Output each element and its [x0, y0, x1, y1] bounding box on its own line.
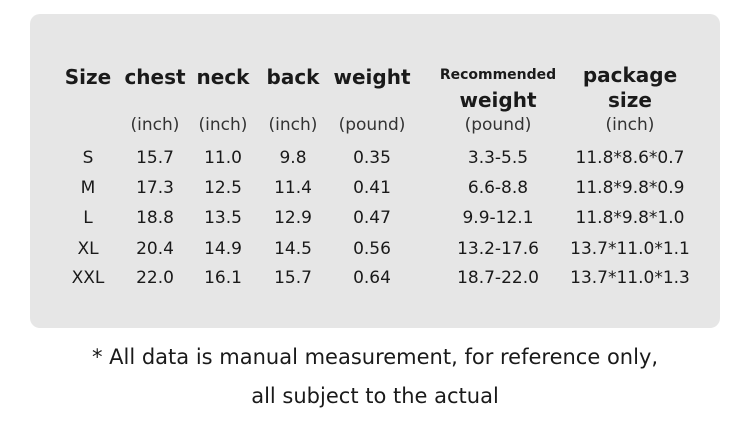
column-unit: (pound)	[464, 115, 532, 135]
column-unit: (inch)	[268, 115, 318, 135]
table-cell: 9.8	[279, 148, 307, 168]
column-header: size	[608, 88, 652, 112]
footnote: * All data is manual measurement, for re…	[91, 345, 659, 369]
column-unit: (inch)	[130, 115, 180, 135]
table-cell: 3.3-5.5	[467, 148, 529, 168]
table-cell: 13.7*11.0*1.3	[570, 268, 690, 288]
column-header: back	[266, 65, 320, 89]
table-cell: XL	[77, 239, 99, 259]
column-header: chest	[124, 65, 186, 89]
table-cell: 18.7-22.0	[457, 268, 539, 288]
table-cell: 20.4	[136, 239, 174, 259]
table-cell: 17.3	[136, 178, 174, 198]
table-cell: 14.9	[204, 239, 242, 259]
column-unit: (inch)	[198, 115, 248, 135]
table-cell: XXL	[71, 268, 105, 288]
table-cell: 0.64	[353, 268, 391, 288]
table-cell: 11.8*9.8*1.0	[575, 208, 685, 228]
column-header: package	[582, 63, 678, 87]
table-cell: 13.5	[204, 208, 242, 228]
table-cell: 11.4	[274, 178, 312, 198]
table-cell: 9.9-12.1	[462, 208, 534, 228]
table-cell: 0.35	[353, 148, 391, 168]
footnote: all subject to the actual	[251, 384, 499, 408]
column-unit: (inch)	[605, 115, 655, 135]
table-cell: L	[83, 208, 93, 228]
table-cell: 15.7	[136, 148, 174, 168]
table-cell: 14.5	[274, 239, 312, 259]
table-cell: 13.2-17.6	[457, 239, 539, 259]
table-cell: 6.6-8.8	[467, 178, 529, 198]
table-cell: 11.8*8.6*0.7	[575, 148, 685, 168]
table-cell: 0.41	[353, 178, 391, 198]
table-cell: 12.9	[274, 208, 312, 228]
table-cell: 18.8	[136, 208, 174, 228]
table-cell: 0.56	[353, 239, 391, 259]
table-cell: 15.7	[274, 268, 312, 288]
column-header: Recommended	[439, 67, 557, 83]
table-cell: 0.47	[353, 208, 391, 228]
table-cell: 11.8*9.8*0.9	[575, 178, 685, 198]
table-cell: 13.7*11.0*1.1	[570, 239, 690, 259]
table-cell: 11.0	[204, 148, 242, 168]
table-cell: S	[82, 148, 94, 168]
column-header: neck	[196, 65, 250, 89]
table-cell: 22.0	[136, 268, 174, 288]
table-cell: 16.1	[204, 268, 242, 288]
table-cell: M	[80, 178, 96, 198]
size-table-panel	[30, 14, 720, 328]
table-cell: 12.5	[204, 178, 242, 198]
column-unit: (pound)	[338, 115, 406, 135]
column-header: weight	[333, 65, 411, 89]
column-header: weight	[459, 88, 537, 112]
column-header: Size	[64, 65, 112, 89]
